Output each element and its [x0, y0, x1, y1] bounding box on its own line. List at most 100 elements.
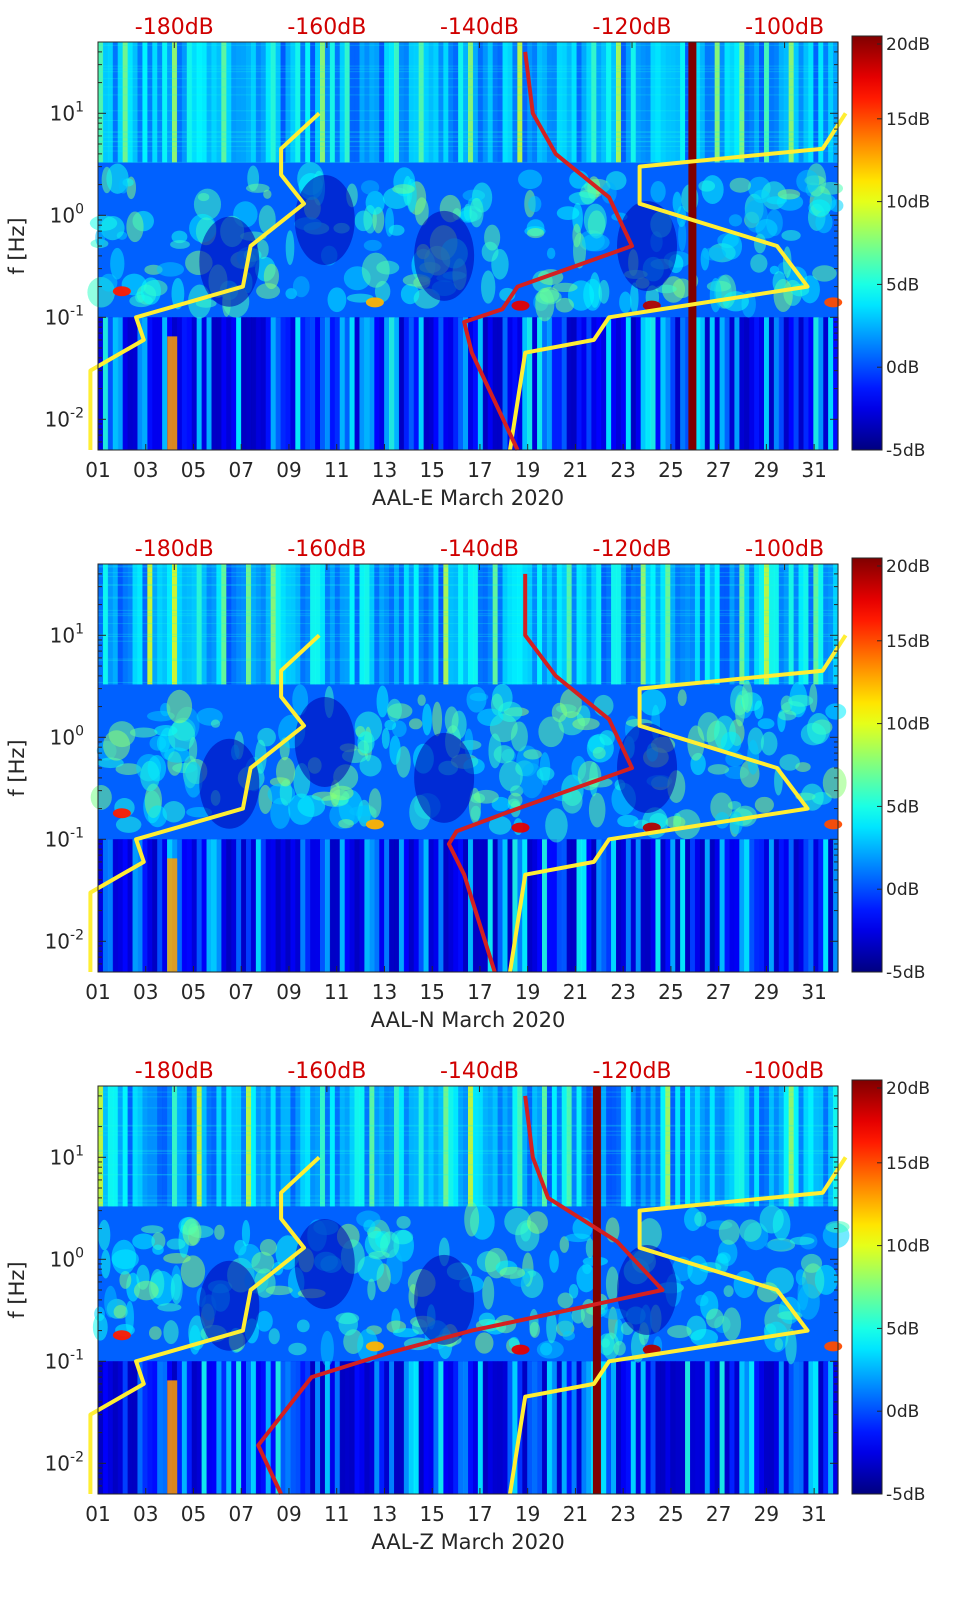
x-tick-label: 07	[228, 1502, 253, 1526]
y-axis-title: f [Hz]	[5, 1261, 29, 1318]
x-tick-label: 09	[276, 458, 301, 482]
x-tick-label: 31	[801, 980, 826, 1004]
colorbar-label: 10dB	[886, 1237, 930, 1257]
x-axis: 01 03 05 07 09 11 13 15 17 19 21 23 25 27 29 31	[85, 1488, 827, 1526]
x-tick-label: 15	[419, 458, 444, 482]
x-tick-label: 27	[706, 1502, 731, 1526]
x-tick-label: 19	[515, 980, 540, 1004]
colorbar-label: 5dB	[886, 1319, 919, 1339]
colorbar-label: 0dB	[886, 1402, 919, 1422]
top-axis: -180dB -160dB -140dB -120dB -100dB	[135, 1059, 824, 1092]
colorbar-label: 20dB	[886, 557, 930, 577]
x-axis-title: AAL-E March 2020	[372, 486, 564, 510]
colorbar-label: 0dB	[886, 880, 919, 900]
curve-noise-model-high-yellow-	[508, 1156, 848, 1495]
top-axis-label: -120dB	[593, 1059, 672, 1084]
curve-station-psd-red-	[462, 51, 634, 451]
x-tick-label: 29	[754, 980, 779, 1004]
x-tick-label: 15	[419, 1502, 444, 1526]
curve-station-psd-red-	[446, 573, 634, 973]
x-tick-label: 03	[133, 980, 158, 1004]
colorbar-label: -5dB	[886, 441, 925, 461]
x-tick-label: 25	[658, 1502, 683, 1526]
x-tick-label: 05	[181, 1502, 206, 1526]
y-tick-label: 10-2	[45, 927, 84, 953]
x-tick-label: 27	[706, 980, 731, 1004]
x-tick-label: 09	[276, 980, 301, 1004]
x-tick-label: 15	[419, 980, 444, 1004]
colorbar: 20dB 15dB 10dB 5dB 0dB -5dB	[851, 35, 930, 461]
x-tick-label: 17	[467, 980, 492, 1004]
top-axis-label: -180dB	[135, 1059, 214, 1084]
x-tick-label: 21	[563, 980, 588, 1004]
x-tick-label: 01	[85, 458, 110, 482]
y-tick-label: 100	[50, 723, 84, 749]
curve-noise-model-low-yellow-	[88, 1155, 321, 1494]
x-tick-label: 11	[324, 980, 349, 1004]
y-tick-label: 101	[50, 99, 84, 125]
colorbar-label: 20dB	[886, 35, 930, 55]
curve-noise-model-low-yellow-	[88, 633, 321, 972]
x-tick-label: 21	[563, 458, 588, 482]
colorbar-label: 5dB	[886, 275, 919, 295]
artifact-column	[688, 42, 697, 450]
x-tick-label: 27	[706, 458, 731, 482]
y-tick-label: 10-1	[45, 825, 84, 851]
colorbar-label: 5dB	[886, 797, 919, 817]
x-axis: 01 03 05 07 09 11 13 15 17 19 21 23 25 27 29 31	[85, 444, 827, 482]
x-tick-label: 17	[467, 1502, 492, 1526]
top-axis-label: -160dB	[287, 537, 366, 562]
top-axis-label: -160dB	[287, 15, 366, 40]
top-axis: -180dB -160dB -140dB -120dB -100dB	[135, 537, 824, 570]
top-axis-label: -120dB	[593, 537, 672, 562]
x-tick-label: 21	[563, 1502, 588, 1526]
x-tick-label: 11	[324, 1502, 349, 1526]
y-tick-label: 100	[50, 201, 84, 227]
x-tick-label: 03	[133, 1502, 158, 1526]
spectrogram-heatmap	[92, 1086, 850, 1494]
top-axis-label: -180dB	[135, 15, 214, 40]
top-axis-label: -140dB	[440, 537, 519, 562]
colorbar-label: 15dB	[886, 632, 930, 652]
x-tick-label: 17	[467, 458, 492, 482]
top-axis-label: -100dB	[745, 15, 824, 40]
curve-noise-model-high-yellow-	[508, 112, 848, 451]
y-tick-label: 10-2	[45, 405, 84, 431]
x-tick-label: 29	[754, 458, 779, 482]
x-tick-label: 19	[515, 458, 540, 482]
x-tick-label: 01	[85, 1502, 110, 1526]
y-tick-label: 10-2	[45, 1449, 84, 1475]
curve-station-psd-red-	[256, 1095, 665, 1495]
x-tick-label: 13	[372, 980, 397, 1004]
x-axis: 01 03 05 07 09 11 13 15 17 19 21 23 25 27 29 31	[85, 966, 827, 1004]
x-tick-label: 05	[181, 980, 206, 1004]
spectrogram-heatmap	[90, 564, 847, 972]
x-tick-label: 25	[658, 980, 683, 1004]
x-tick-label: 13	[372, 1502, 397, 1526]
spectrogram-heatmap	[87, 42, 844, 450]
top-axis-label: -100dB	[745, 537, 824, 562]
y-tick-label: 10-1	[45, 1347, 84, 1373]
curve-noise-model-high-yellow-	[508, 634, 848, 973]
y-axis: 10-2 10-1 100 101	[45, 41, 838, 451]
y-tick-label: 10-1	[45, 303, 84, 329]
x-axis-title: AAL-Z March 2020	[371, 1530, 564, 1554]
top-axis: -180dB -160dB -140dB -120dB -100dB	[135, 15, 824, 48]
x-tick-label: 13	[372, 458, 397, 482]
x-tick-label: 29	[754, 1502, 779, 1526]
y-tick-label: 101	[50, 621, 84, 647]
x-tick-label: 23	[610, 980, 635, 1004]
curve-noise-model-low-yellow-	[88, 111, 321, 450]
y-axis: 10-2 10-1 100 101	[45, 563, 838, 973]
y-axis-title: f [Hz]	[5, 217, 29, 274]
colorbar: 20dB 15dB 10dB 5dB 0dB -5dB	[851, 1079, 930, 1505]
x-axis-title: AAL-N March 2020	[371, 1008, 566, 1032]
artifact-column	[592, 1086, 601, 1494]
colorbar: 20dB 15dB 10dB 5dB 0dB -5dB	[851, 557, 930, 983]
colorbar-label: -5dB	[886, 963, 925, 983]
x-tick-label: 23	[610, 458, 635, 482]
top-axis-label: -120dB	[593, 15, 672, 40]
top-axis-label: -180dB	[135, 537, 214, 562]
x-tick-label: 23	[610, 1502, 635, 1526]
y-tick-label: 101	[50, 1143, 84, 1169]
